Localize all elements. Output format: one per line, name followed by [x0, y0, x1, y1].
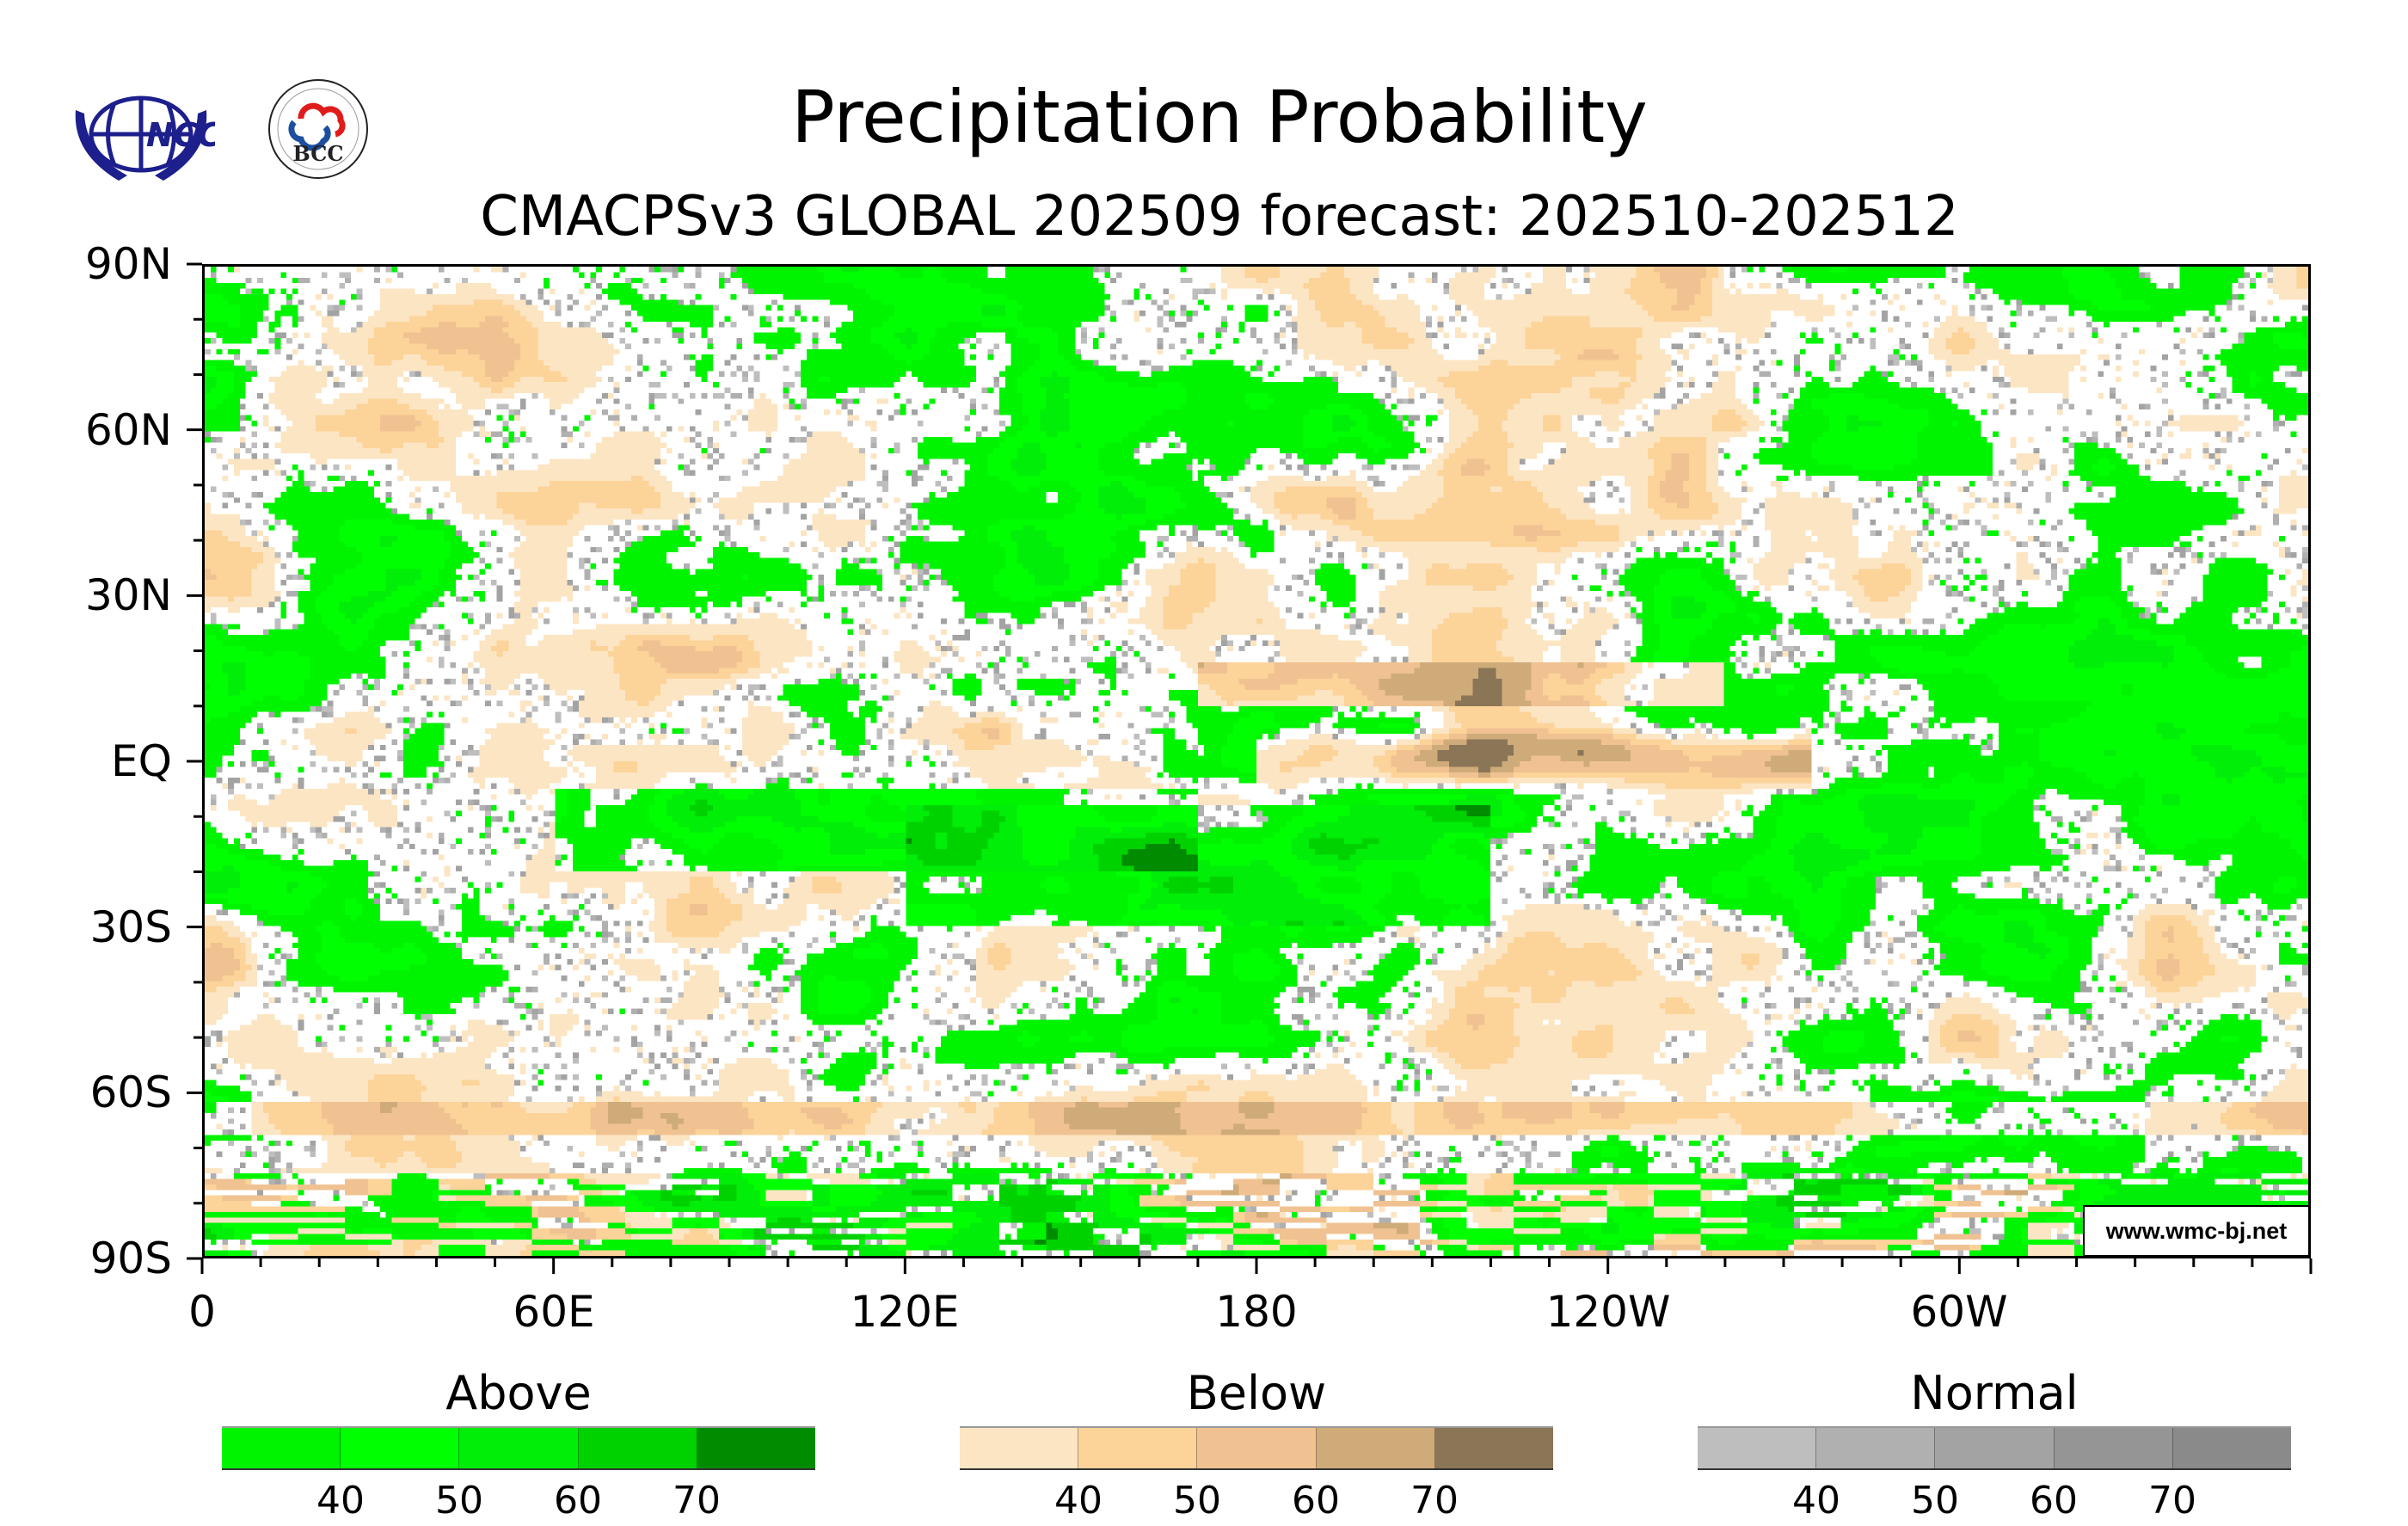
legend-swatch	[1816, 1428, 1936, 1468]
legend-swatch	[1434, 1428, 1554, 1468]
legend-swatch	[697, 1428, 816, 1468]
legend-tick: 50	[435, 1479, 483, 1523]
y-tick-label: 60N	[84, 405, 172, 455]
legend-swatch	[1935, 1428, 2055, 1468]
probability-map	[202, 264, 2311, 1258]
legend-normal: Normal 40 50 60 70	[1698, 1366, 2292, 1523]
legend-title: Below	[1186, 1366, 1327, 1420]
x-tick-label: 60W	[1910, 1287, 2008, 1337]
legend-swatch	[1078, 1428, 1198, 1468]
legend-swatch	[2172, 1428, 2292, 1468]
bcc-logo: BCC	[267, 77, 370, 181]
svg-text:NCC: NCC	[146, 116, 215, 154]
x-tick-label: 0	[188, 1287, 216, 1337]
y-tick-label: 90S	[89, 1234, 172, 1283]
probability-field	[205, 267, 2308, 1256]
x-tick-label: 180	[1215, 1287, 1298, 1337]
legend-title: Above	[445, 1366, 592, 1420]
legend-swatch	[222, 1428, 341, 1468]
legend-tick: 60	[554, 1479, 602, 1523]
legend-tick: 70	[2148, 1479, 2196, 1523]
legend-tick: 60	[2030, 1479, 2078, 1523]
legend-swatch	[459, 1428, 579, 1468]
chart-subtitle: CMACPSv3 GLOBAL 202509 forecast: 202510-…	[480, 185, 1959, 249]
legend-swatch	[1197, 1428, 1317, 1468]
legend-colorbar	[1698, 1426, 2292, 1470]
legend-tick: 40	[316, 1479, 365, 1523]
x-tick-label: 120W	[1545, 1287, 1671, 1337]
legend-swatch	[341, 1428, 460, 1468]
legend-tick: 70	[1410, 1479, 1459, 1523]
x-tick-label: 60E	[513, 1287, 595, 1337]
y-tick-label: 30N	[84, 570, 172, 620]
legend-swatch	[578, 1428, 697, 1468]
x-tick-label: 120E	[850, 1287, 960, 1337]
legend-title: Normal	[1910, 1366, 2079, 1420]
y-tick-label: 30S	[89, 902, 172, 952]
y-tick-label: EQ	[111, 736, 172, 786]
legend-above: Above 40 50 60 70	[222, 1366, 816, 1523]
legend-swatch	[1316, 1428, 1435, 1468]
legend-swatch	[960, 1428, 1079, 1468]
legend-swatch	[1698, 1428, 1817, 1468]
legend-tick: 40	[1792, 1479, 1840, 1523]
legend-tick: 50	[1173, 1479, 1221, 1523]
legend-colorbar	[222, 1426, 816, 1470]
legend-tick: 50	[1911, 1479, 1959, 1523]
y-tick-label: 90N	[84, 239, 172, 289]
svg-text:BCC: BCC	[293, 141, 344, 166]
legend-swatch	[2054, 1428, 2173, 1468]
credit-label: www.wmc-bj.net	[2083, 1205, 2310, 1257]
legend-below: Below 40 50 60 70	[960, 1366, 1554, 1523]
legend-tick: 40	[1054, 1479, 1103, 1523]
legend-tick: 70	[673, 1479, 721, 1523]
legend-tick: 60	[1292, 1479, 1340, 1523]
y-tick-label: 60S	[89, 1068, 172, 1117]
ncc-logo: NCC	[67, 76, 222, 188]
chart-title: Precipitation Probability	[791, 75, 1648, 159]
legend-colorbar	[960, 1426, 1554, 1470]
